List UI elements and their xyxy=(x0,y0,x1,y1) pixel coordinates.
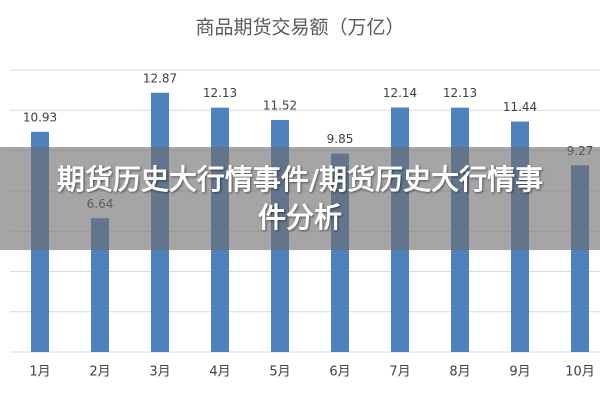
value-label: 10.93 xyxy=(23,110,57,124)
value-label: 12.87 xyxy=(143,71,177,85)
overlay-text: 期货历史大行情事件/期货历史大行情事件分析 xyxy=(56,162,544,234)
x-tick-label: 2月 xyxy=(89,365,110,380)
value-label: 11.44 xyxy=(503,100,537,114)
x-tick-label: 10月 xyxy=(565,365,595,380)
overlay-banner: 期货历史大行情事件/期货历史大行情事件分析 xyxy=(0,147,600,250)
x-tick-label: 3月 xyxy=(149,365,170,380)
x-tick-label: 5月 xyxy=(269,365,290,380)
x-tick-label: 8月 xyxy=(449,365,470,380)
value-label: 12.14 xyxy=(383,86,417,100)
chart-title: 商品期货交易额（万亿） xyxy=(195,17,404,39)
value-label: 12.13 xyxy=(443,86,477,100)
bar xyxy=(91,218,109,352)
x-tick-label: 1月 xyxy=(29,365,50,380)
value-label: 9.85 xyxy=(327,132,354,146)
x-tick-label: 4月 xyxy=(209,365,230,380)
x-tick-label: 6月 xyxy=(329,365,350,380)
value-label: 12.13 xyxy=(203,86,237,100)
x-tick-label: 7月 xyxy=(389,365,410,380)
x-tick-label: 9月 xyxy=(509,365,530,380)
value-label: 11.52 xyxy=(263,98,297,112)
